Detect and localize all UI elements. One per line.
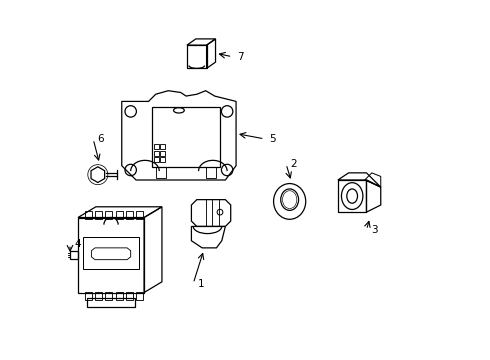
- Bar: [160, 144, 165, 149]
- Bar: [160, 157, 165, 162]
- Bar: [85, 292, 92, 300]
- Bar: [206, 167, 217, 178]
- Bar: [87, 298, 135, 307]
- Text: 7: 7: [237, 52, 244, 62]
- Bar: [105, 292, 112, 300]
- Bar: [105, 211, 112, 219]
- Bar: [78, 217, 144, 293]
- Bar: [95, 292, 101, 300]
- Bar: [117, 292, 123, 300]
- Bar: [154, 151, 159, 156]
- Bar: [126, 292, 133, 300]
- Text: 3: 3: [371, 225, 377, 235]
- Text: 1: 1: [197, 279, 204, 289]
- Bar: [126, 211, 133, 219]
- Bar: [136, 292, 143, 300]
- Bar: [156, 167, 167, 178]
- Text: 5: 5: [269, 134, 275, 144]
- Bar: [154, 157, 159, 162]
- Text: 2: 2: [291, 159, 297, 169]
- Text: 4: 4: [74, 239, 81, 249]
- Bar: [83, 237, 139, 269]
- Bar: [187, 45, 207, 68]
- Bar: [152, 107, 220, 167]
- Bar: [95, 211, 101, 219]
- Bar: [154, 144, 159, 149]
- Text: 6: 6: [98, 134, 104, 144]
- Bar: [136, 211, 143, 219]
- Bar: [117, 211, 123, 219]
- Bar: [160, 151, 165, 156]
- Bar: [85, 211, 92, 219]
